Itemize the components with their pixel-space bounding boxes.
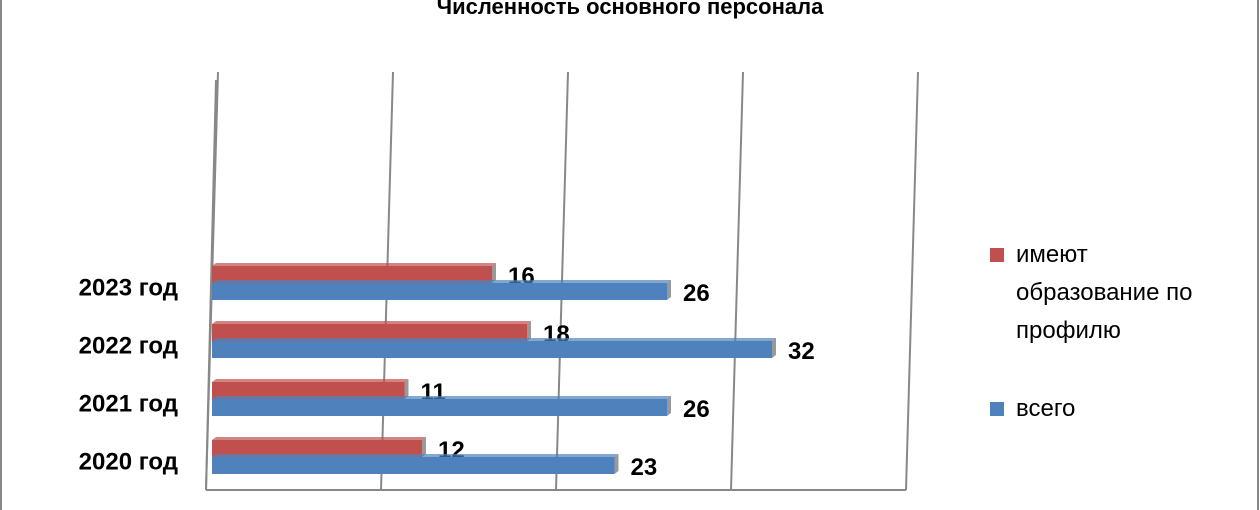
bar-top	[212, 321, 531, 324]
bar-side	[404, 379, 409, 399]
bar-top	[212, 379, 409, 382]
data-label: 32	[788, 338, 815, 365]
bar-side	[667, 396, 671, 416]
bar-top	[212, 396, 671, 399]
bar	[212, 283, 667, 300]
y-tick-label: 2022 год	[79, 332, 178, 359]
grid-line	[730, 71, 744, 491]
bar	[212, 266, 492, 283]
y-tick-label: 2021 год	[79, 390, 178, 417]
legend-label: имеют образование по профилю	[1016, 241, 1193, 344]
data-label: 23	[631, 454, 658, 481]
legend-item: имеют образование по профилю	[990, 236, 1230, 350]
grid-line	[905, 71, 919, 491]
chart-title: Численность основного персонала	[437, 0, 824, 19]
legend-label: всего	[1016, 395, 1076, 422]
bar-side	[422, 437, 426, 457]
data-label: 26	[683, 396, 710, 423]
bar	[212, 440, 422, 457]
bar	[212, 399, 667, 416]
y-tick-label: 2023 год	[79, 274, 178, 301]
legend-item: всего	[990, 390, 1230, 428]
bar-side	[614, 454, 619, 474]
bar-top	[212, 437, 426, 440]
bar	[212, 382, 405, 399]
legend-swatch	[990, 402, 1004, 416]
bar-side	[772, 338, 776, 358]
legend: имеют образование по профилю всего	[990, 236, 1230, 468]
bar-side	[492, 263, 496, 283]
bar	[212, 324, 527, 341]
data-label: 26	[683, 280, 710, 307]
bar	[212, 457, 615, 474]
bar-side	[527, 321, 531, 341]
bar-top	[212, 454, 619, 457]
bar	[212, 341, 772, 358]
y-tick-label: 2020 год	[79, 448, 178, 475]
bar-top	[212, 338, 776, 341]
bar-top	[212, 263, 496, 266]
bar-side	[667, 280, 671, 300]
bar-top	[212, 280, 671, 283]
legend-swatch	[990, 248, 1004, 262]
